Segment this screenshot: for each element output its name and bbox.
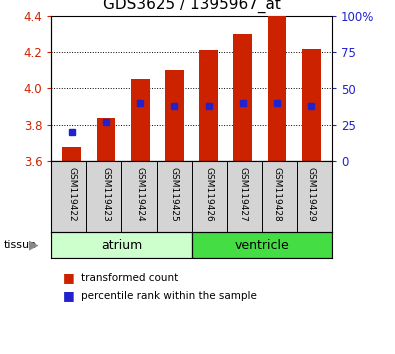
Bar [233, 34, 252, 161]
Text: atrium: atrium [101, 239, 142, 252]
Text: GSM119425: GSM119425 [170, 167, 179, 222]
Bar [302, 48, 321, 161]
Text: GSM119426: GSM119426 [204, 167, 213, 222]
Bar [268, 16, 286, 161]
Bar [62, 147, 81, 161]
Bar [131, 79, 150, 161]
Bar [192, 232, 332, 258]
Bar [51, 232, 192, 258]
Bar [199, 50, 218, 161]
Text: percentile rank within the sample: percentile rank within the sample [81, 291, 257, 301]
Text: ■: ■ [63, 272, 75, 284]
Text: GSM119422: GSM119422 [68, 167, 76, 221]
Text: ■: ■ [63, 289, 75, 302]
Text: GSM119428: GSM119428 [273, 167, 282, 222]
Text: ▶: ▶ [29, 239, 38, 252]
Text: GSM119423: GSM119423 [102, 167, 111, 222]
Text: ventricle: ventricle [234, 239, 289, 252]
Bar [165, 70, 184, 161]
Text: GSM119424: GSM119424 [136, 167, 145, 221]
Text: transformed count: transformed count [81, 273, 178, 283]
Title: GDS3625 / 1395967_at: GDS3625 / 1395967_at [103, 0, 280, 13]
Text: GSM119429: GSM119429 [307, 167, 316, 222]
Text: GSM119427: GSM119427 [238, 167, 247, 222]
Bar [97, 118, 115, 161]
Text: tissue: tissue [4, 240, 37, 250]
